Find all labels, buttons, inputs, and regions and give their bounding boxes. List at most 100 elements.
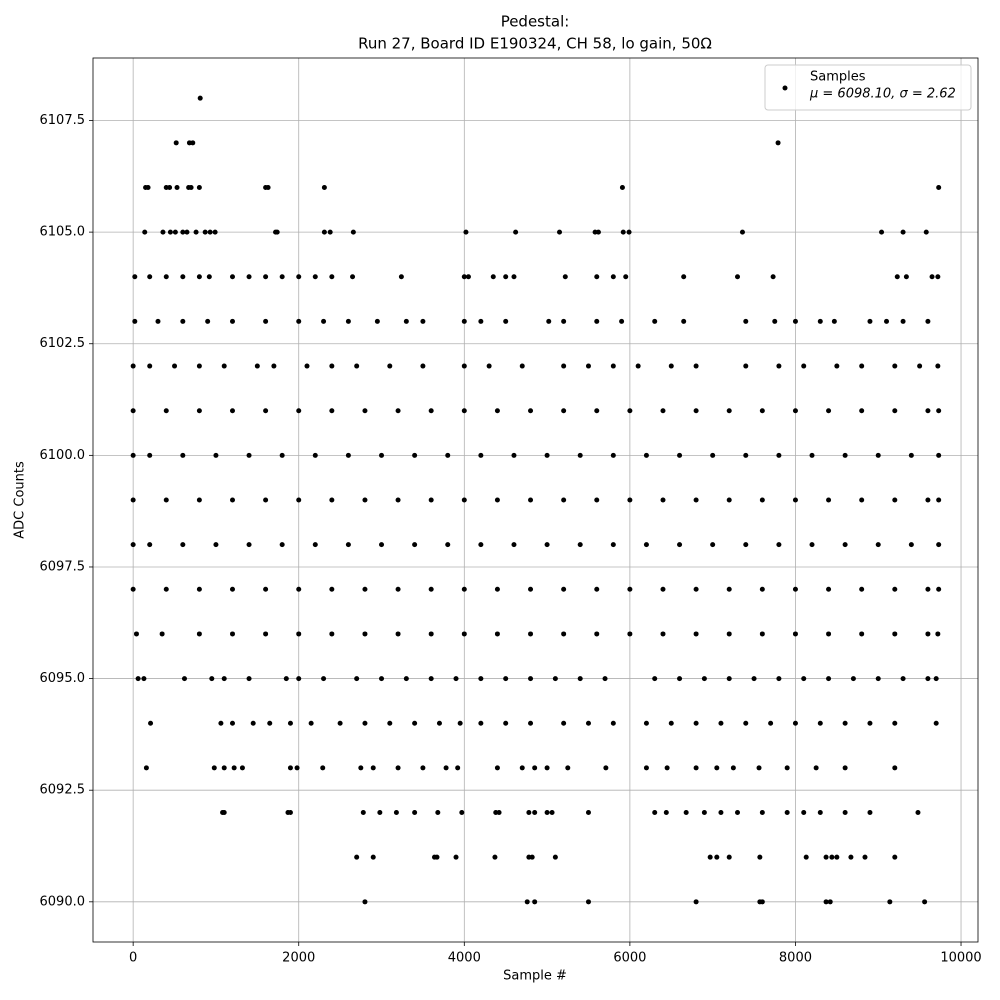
data-point bbox=[936, 586, 942, 592]
data-point bbox=[726, 408, 732, 414]
data-point bbox=[643, 542, 649, 548]
data-point bbox=[908, 542, 914, 548]
data-point bbox=[229, 318, 235, 324]
data-point bbox=[735, 274, 741, 280]
data-point bbox=[155, 318, 161, 324]
data-point bbox=[163, 586, 169, 592]
data-point bbox=[726, 586, 732, 592]
data-point bbox=[362, 586, 368, 592]
data-point bbox=[743, 363, 749, 369]
data-point bbox=[528, 497, 534, 503]
data-point bbox=[428, 586, 434, 592]
data-point bbox=[329, 631, 335, 637]
data-point bbox=[412, 720, 418, 726]
data-point bbox=[221, 363, 227, 369]
data-point bbox=[809, 452, 815, 458]
data-point bbox=[826, 631, 832, 637]
data-point bbox=[246, 452, 252, 458]
data-point bbox=[354, 363, 360, 369]
data-point bbox=[148, 720, 154, 726]
data-point bbox=[130, 363, 136, 369]
data-point bbox=[759, 810, 765, 816]
data-point bbox=[936, 408, 942, 414]
data-point bbox=[461, 318, 467, 324]
data-point bbox=[503, 274, 509, 280]
data-point bbox=[643, 720, 649, 726]
data-point bbox=[552, 854, 558, 860]
data-point bbox=[561, 318, 567, 324]
data-point bbox=[792, 586, 798, 592]
data-point bbox=[218, 720, 224, 726]
chart-subtitle: Run 27, Board ID E190324, CH 58, lo gain… bbox=[358, 35, 712, 53]
data-point bbox=[453, 854, 459, 860]
data-point bbox=[174, 184, 180, 190]
data-point bbox=[461, 586, 467, 592]
data-point bbox=[595, 229, 601, 235]
data-point bbox=[619, 318, 625, 324]
data-point bbox=[660, 497, 666, 503]
data-point bbox=[147, 452, 153, 458]
data-point bbox=[803, 854, 809, 860]
data-point bbox=[935, 631, 941, 637]
data-point bbox=[743, 542, 749, 548]
data-point bbox=[436, 720, 442, 726]
data-point bbox=[925, 586, 931, 592]
data-point bbox=[730, 765, 736, 771]
data-point bbox=[663, 810, 669, 816]
data-point bbox=[503, 676, 509, 682]
data-point bbox=[792, 631, 798, 637]
data-point bbox=[250, 720, 256, 726]
data-point bbox=[875, 542, 881, 548]
data-point bbox=[585, 810, 591, 816]
data-point bbox=[842, 452, 848, 458]
data-point bbox=[718, 720, 724, 726]
data-point bbox=[254, 363, 260, 369]
data-point bbox=[207, 229, 213, 235]
data-point bbox=[652, 676, 658, 682]
data-point bbox=[395, 631, 401, 637]
data-point bbox=[743, 452, 749, 458]
data-point bbox=[718, 810, 724, 816]
data-point bbox=[296, 586, 302, 592]
data-point bbox=[817, 720, 823, 726]
data-point bbox=[784, 810, 790, 816]
data-point bbox=[287, 720, 293, 726]
data-point bbox=[287, 810, 293, 816]
data-point bbox=[626, 229, 632, 235]
data-point bbox=[490, 274, 496, 280]
data-point bbox=[159, 631, 165, 637]
data-point bbox=[925, 676, 931, 682]
data-point bbox=[496, 810, 502, 816]
data-point bbox=[143, 765, 149, 771]
data-point bbox=[776, 676, 782, 682]
y-tick-label: 6090.0 bbox=[40, 894, 86, 909]
data-point bbox=[167, 184, 173, 190]
data-point bbox=[494, 497, 500, 503]
data-point bbox=[887, 899, 893, 905]
data-point bbox=[239, 765, 245, 771]
data-point bbox=[842, 810, 848, 816]
data-point bbox=[842, 720, 848, 726]
data-point bbox=[726, 676, 732, 682]
data-point bbox=[903, 274, 909, 280]
data-point bbox=[209, 676, 215, 682]
data-point bbox=[494, 408, 500, 414]
data-point bbox=[377, 810, 383, 816]
data-point bbox=[180, 318, 186, 324]
x-tick-label: 6000 bbox=[613, 951, 646, 966]
data-point bbox=[677, 452, 683, 458]
data-point bbox=[619, 184, 625, 190]
data-point bbox=[494, 586, 500, 592]
data-point bbox=[358, 765, 364, 771]
data-point bbox=[848, 854, 854, 860]
data-point bbox=[627, 586, 633, 592]
data-point bbox=[801, 363, 807, 369]
data-point bbox=[428, 408, 434, 414]
data-point bbox=[387, 720, 393, 726]
data-point bbox=[130, 542, 136, 548]
data-point bbox=[263, 408, 269, 414]
data-point bbox=[594, 586, 600, 592]
data-point bbox=[660, 586, 666, 592]
data-point bbox=[829, 854, 835, 860]
